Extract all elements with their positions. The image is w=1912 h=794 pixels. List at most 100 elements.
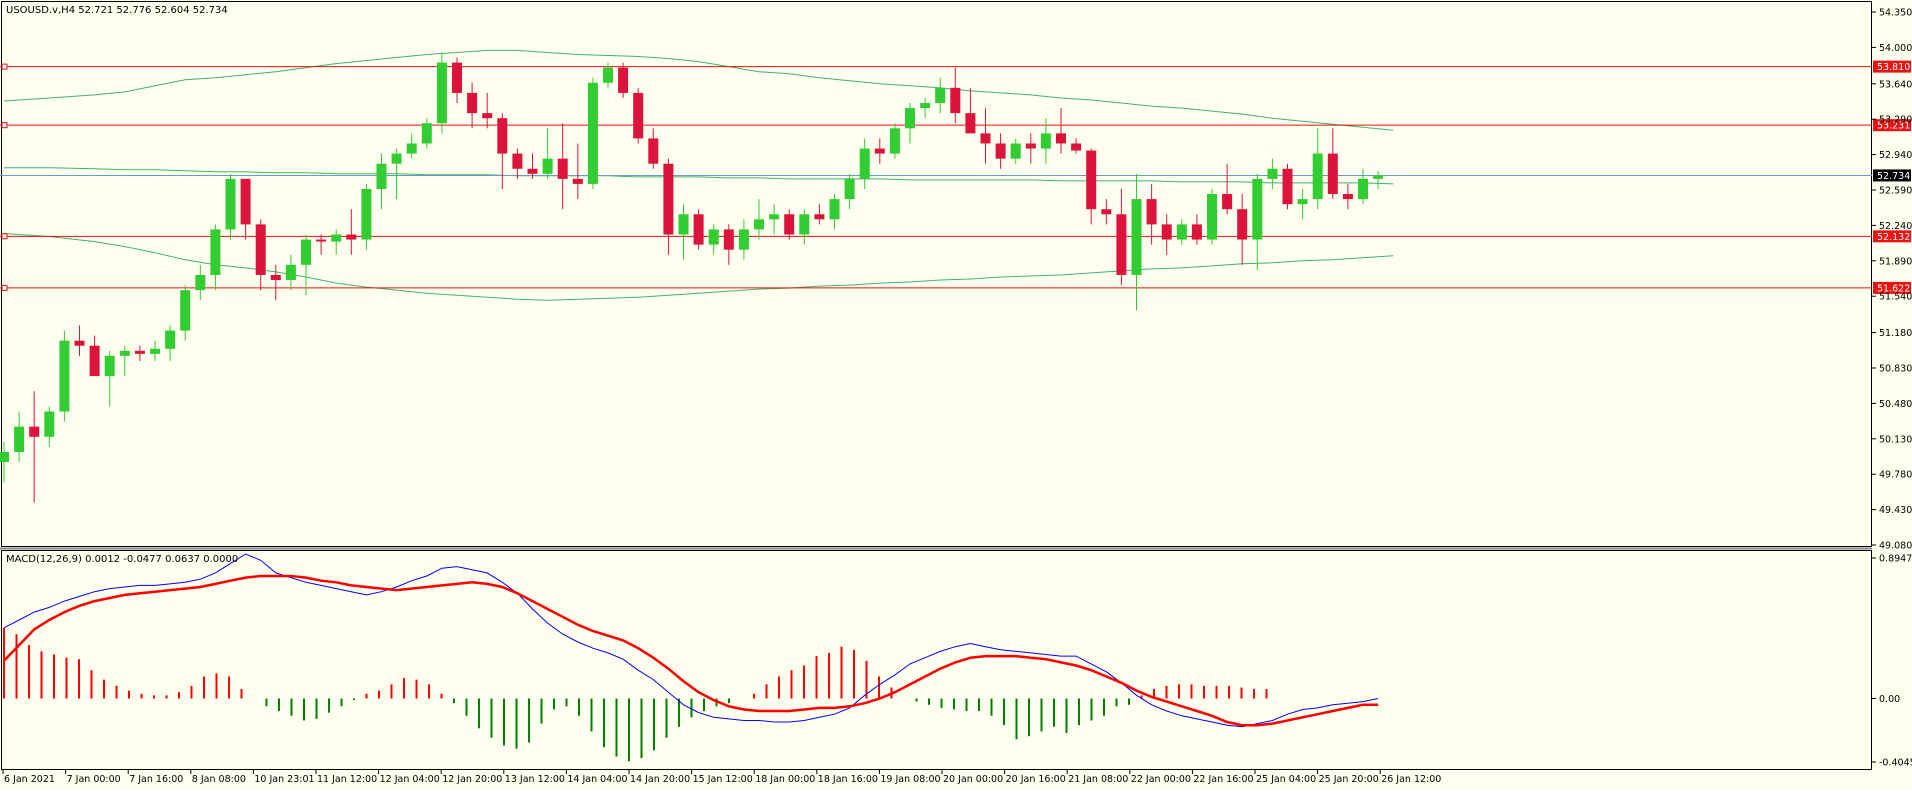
level-handle[interactable] [1, 63, 8, 70]
candle-bear [723, 229, 734, 250]
price-tick-label: 49.430 [1879, 505, 1912, 516]
candle-bear [633, 92, 644, 139]
candle-bear [74, 340, 85, 346]
candle-bear [965, 113, 976, 134]
candle-bull [859, 148, 870, 179]
level-price-tag [1873, 281, 1911, 294]
candle-bull [436, 62, 447, 124]
price-tick-label: 51.540 [1879, 292, 1912, 303]
candle-bear [1327, 153, 1338, 195]
level-price-label: 52.132 [1877, 232, 1910, 243]
candle-bull [0, 451, 9, 463]
candles [0, 52, 1384, 503]
candle-bull [1176, 224, 1187, 240]
candle-bull [889, 128, 900, 154]
time-tick-label: 25 Jan 04:00 [1256, 774, 1316, 785]
candle-bull [603, 67, 613, 83]
macd-axis: 0.8947 0.00 -0.4045 [1872, 554, 1912, 769]
candle-bull [376, 163, 387, 189]
candle-bull [210, 229, 221, 275]
bollinger-middle [4, 167, 1394, 185]
candle-bear [255, 224, 266, 275]
time-tick-label: 11 Jan 12:00 [317, 774, 377, 785]
candle-bear [950, 87, 961, 114]
time-tick-label: 10 Jan 23:01 [254, 774, 314, 785]
horizontal-levels: 53.810 53.231 52.132 51.622 52.734 [0, 60, 1911, 294]
candle-bear [1071, 143, 1082, 151]
price-tick-label: 52.240 [1879, 221, 1912, 232]
candle-bull [1358, 178, 1368, 200]
candle-bear [1222, 194, 1233, 210]
current-price-tag [1873, 169, 1911, 182]
price-tick-label: 49.780 [1879, 470, 1912, 481]
time-tick-label: 8 Jan 08:00 [192, 774, 246, 785]
candle-bear [1116, 214, 1127, 275]
time-tick-label: 25 Jan 20:00 [1319, 774, 1379, 785]
candle-bull [905, 108, 915, 129]
candle-bull [104, 355, 115, 377]
candle-bear [572, 178, 583, 184]
time-tick-label: 18 Jan 00:00 [755, 774, 815, 785]
candle-bull [738, 229, 749, 250]
candle-bull [301, 239, 311, 265]
candle-bull [165, 330, 176, 349]
candle-bull [1040, 133, 1051, 149]
candle-bear [784, 214, 795, 235]
candle-bear [557, 158, 568, 179]
level-price-label: 51.622 [1877, 283, 1910, 294]
candle-bear [618, 67, 629, 93]
candle-bull [406, 143, 417, 154]
time-tick-label: 12 Jan 04:00 [380, 774, 440, 785]
macd-tick-label: 0.00 [1879, 694, 1900, 705]
time-tick-label: 20 Jan 16:00 [1006, 774, 1066, 785]
time-tick-label: 26 Jan 12:00 [1381, 774, 1441, 785]
time-tick-label: 21 Jan 08:00 [1068, 774, 1128, 785]
time-tick-label: 13 Jan 12:00 [505, 774, 565, 785]
level-handle[interactable] [1, 284, 8, 291]
candle-bull [844, 178, 855, 200]
time-tick-label: 22 Jan 16:00 [1193, 774, 1253, 785]
candle-bear [89, 345, 100, 377]
candle-bull [1373, 175, 1384, 179]
candle-bear [1056, 133, 1066, 144]
chart-header: USOUSD.v,H4 52.721 52.776 52.604 52.734 [6, 5, 228, 16]
candle-bear [240, 178, 251, 225]
price-tick-label: 50.130 [1879, 434, 1912, 445]
candle-bear [29, 426, 40, 437]
candle-bear [497, 118, 508, 154]
candle-bear [512, 153, 523, 169]
candle-bear [693, 214, 704, 245]
macd-label: MACD(12,26,9) 0.0012 -0.0477 0.0637 0.00… [6, 554, 238, 565]
candle-bear [270, 274, 281, 281]
time-tick-label: 14 Jan 20:00 [630, 774, 690, 785]
price-tick-label: 52.940 [1879, 150, 1912, 161]
candle-bear [346, 234, 357, 240]
level-price-label: 53.810 [1877, 62, 1910, 73]
level-handle[interactable] [1, 122, 8, 129]
time-tick-label: 22 Jan 00:00 [1131, 774, 1191, 785]
candle-bull [708, 229, 719, 245]
candle-bull [119, 350, 130, 356]
time-tick-label: 7 Jan 00:00 [67, 774, 121, 785]
macd-signal-line [3, 574, 1379, 727]
candle-bear [814, 214, 825, 220]
candle-bull [361, 188, 372, 240]
candle-bear [1282, 168, 1293, 205]
bollinger-upper [3, 49, 1394, 131]
candle-bear [134, 350, 145, 354]
time-tick-label: 19 Jan 08:00 [880, 774, 940, 785]
candle-bull [1131, 199, 1142, 275]
level-handle[interactable] [1, 233, 8, 240]
candle-bull [542, 158, 553, 174]
candle-bull [920, 103, 931, 109]
candle-bull [1010, 143, 1021, 159]
candle-bear [452, 62, 462, 93]
time-tick-label: 18 Jan 16:00 [818, 774, 878, 785]
time-axis: 6 Jan 2021 7 Jan 00:00 7 Jan 16:00 8 Jan 08… [2, 769, 1441, 785]
macd-tick-label: -0.4045 [1879, 758, 1912, 769]
candle-bull [225, 178, 236, 230]
candle-bear [1161, 224, 1172, 240]
candle-bull [421, 123, 432, 144]
